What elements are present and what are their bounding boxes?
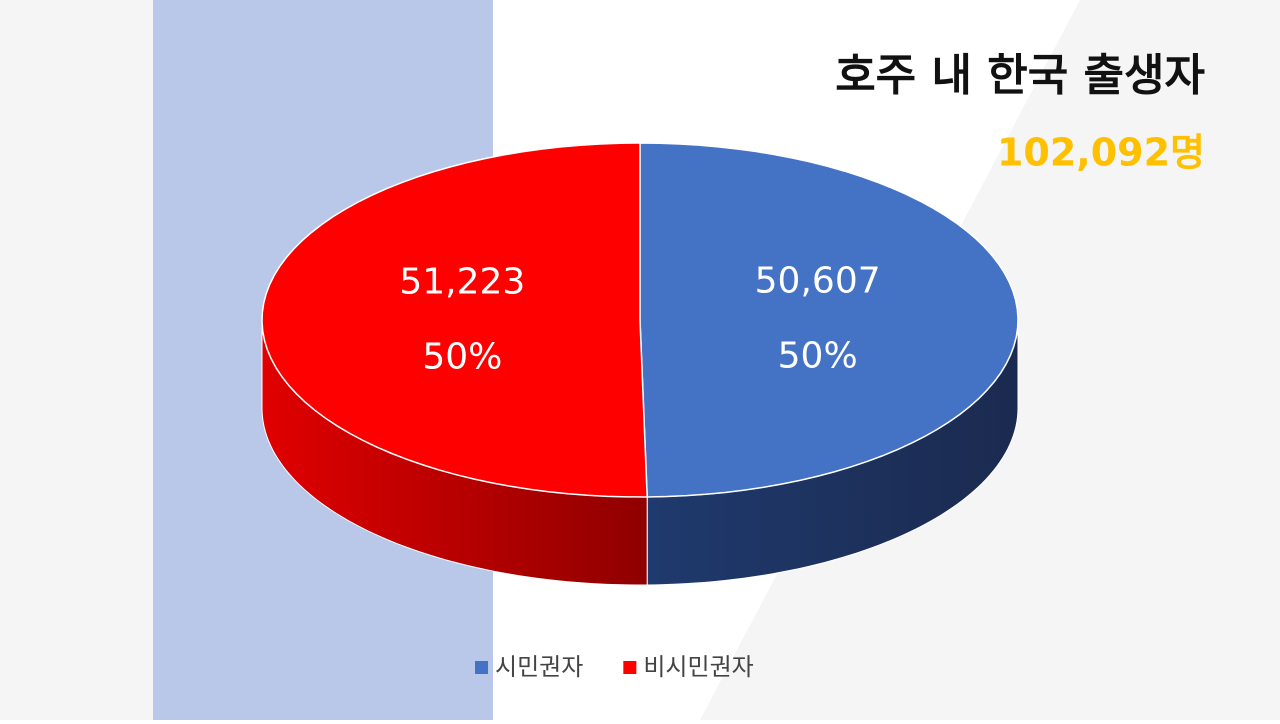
legend-swatch	[475, 661, 488, 674]
pie: 50,607 50% 51,223 50%	[261, 142, 1019, 586]
legend: 시민권자 비시민권자	[475, 653, 754, 681]
slice	[261, 142, 648, 498]
chart-subtitle: 102,092명	[997, 131, 1205, 175]
legend-swatch	[623, 661, 637, 674]
percentage-label: 50%	[422, 336, 502, 377]
slice	[639, 142, 1019, 498]
value-label: 51,223	[399, 261, 525, 302]
percentage-label: 50%	[778, 336, 858, 377]
chart-title: 호주 내 한국 출생자	[835, 50, 1205, 101]
value-label: 50,607	[755, 261, 881, 302]
legend-label: 비시민권자	[643, 653, 753, 681]
legend-label: 시민권자	[495, 653, 583, 681]
